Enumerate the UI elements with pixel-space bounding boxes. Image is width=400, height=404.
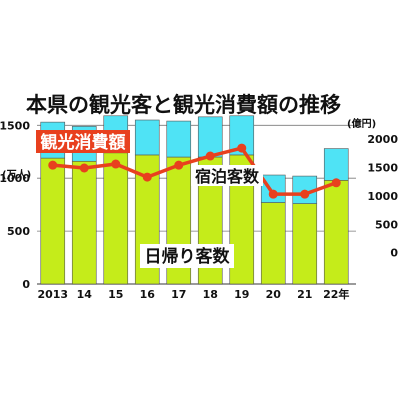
day-trip-label-bg	[140, 244, 234, 268]
bar-day-trip	[292, 203, 318, 285]
y-right-tick-label: 500	[375, 218, 398, 231]
x-tick-label: 17	[171, 288, 186, 301]
spending-point	[48, 160, 58, 170]
left-axis-unit: (万人)	[2, 168, 31, 181]
y-left-tick-label: 0	[22, 278, 30, 291]
spending-label-bg	[36, 130, 130, 153]
x-tick-label: 14	[77, 288, 93, 301]
bar-day-trip	[323, 180, 349, 285]
spending-point	[111, 159, 121, 169]
spending-label-text: 観光消費額	[41, 132, 126, 153]
bar-day-trip	[103, 152, 129, 285]
x-tick-label: 21	[297, 288, 312, 301]
spending-line	[52, 146, 337, 196]
bar-day-trip	[71, 160, 97, 285]
x-tick-label: 2013	[37, 288, 68, 301]
spending-point	[205, 151, 215, 161]
y-left-tick-label: 500	[7, 225, 30, 238]
bar-lodging	[134, 119, 160, 156]
spending-point	[142, 172, 152, 182]
x-tick-label: 15	[108, 288, 123, 301]
x-tick-label: 19	[234, 288, 249, 301]
day-trip-label: 日帰り客数	[140, 244, 234, 268]
bar-day-trip	[260, 202, 286, 285]
lodging-label-bg	[191, 165, 263, 186]
x-tick-label: 22年	[323, 287, 349, 301]
day-trip-label-text: 日帰り客数	[145, 246, 231, 267]
y-right-tick-label: 0	[390, 247, 398, 260]
lodging-label: 宿泊客数	[191, 165, 263, 186]
y-left-tick-label: 1500	[0, 119, 30, 132]
spending-point	[300, 189, 310, 199]
x-tick-label: 18	[203, 288, 218, 301]
spending-point	[268, 189, 278, 199]
y-right-tick-label: 1000	[367, 190, 398, 203]
lodging-label-text: 宿泊客数	[195, 167, 260, 186]
spending-point	[331, 178, 341, 188]
spending-point	[237, 143, 247, 153]
spending-label: 観光消費額	[36, 130, 130, 153]
bar-lodging	[197, 116, 223, 158]
y-right-tick-label: 2000	[367, 133, 398, 146]
chart-title: 本県の観光客と観光消費額の推移	[26, 93, 341, 117]
spending-point	[174, 160, 184, 170]
bar-lodging	[323, 148, 349, 181]
bar-day-trip	[40, 157, 66, 285]
right-axis-unit: (億円)	[347, 117, 376, 130]
spending-point	[79, 163, 89, 173]
y-left-tick-label: 1000	[0, 172, 30, 185]
x-tick-label: 20	[266, 288, 282, 301]
y-right-tick-label: 1500	[367, 161, 398, 174]
bar-lodging	[166, 120, 192, 158]
x-tick-label: 16	[140, 288, 156, 301]
